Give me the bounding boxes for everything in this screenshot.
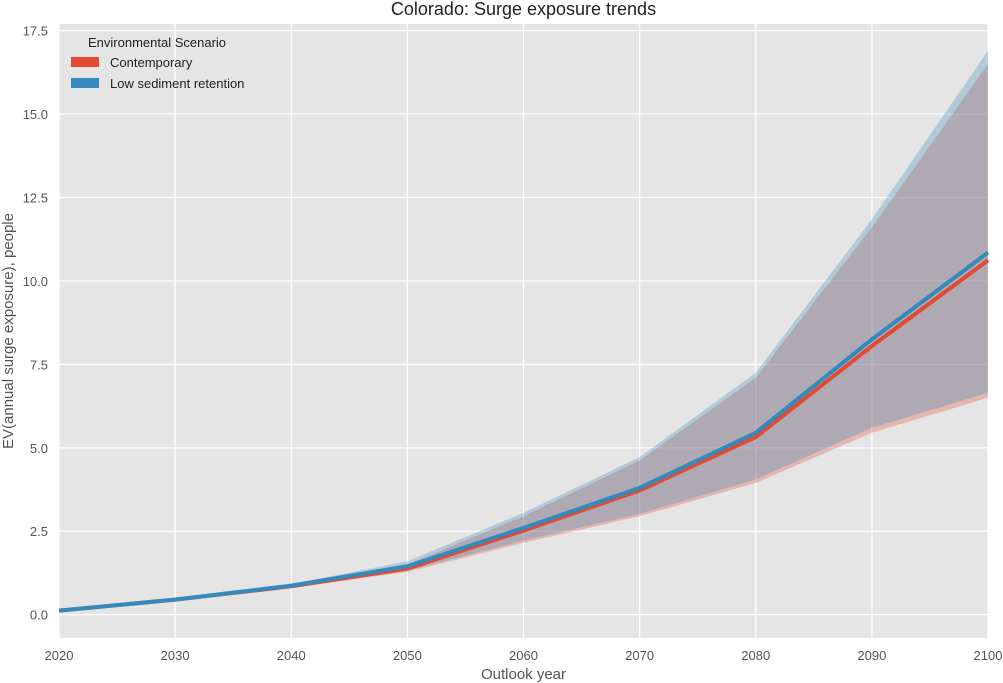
x-tick-label: 2040: [277, 648, 306, 663]
y-tick-label: 2.5: [30, 524, 48, 539]
legend: Environmental Scenario Contemporary Low s…: [71, 35, 244, 91]
x-tick-label: 2050: [393, 648, 422, 663]
legend-swatch: [71, 57, 99, 67]
legend-label: Low sediment retention: [110, 76, 244, 91]
y-tick-label: 12.5: [23, 191, 48, 206]
legend-label: Contemporary: [110, 55, 193, 70]
y-tick-label: 5.0: [30, 441, 48, 456]
y-tick-label: 7.5: [30, 357, 48, 372]
legend-title: Environmental Scenario: [88, 35, 226, 50]
series-lines: [58, 250, 990, 613]
y-tick-label: 0.0: [30, 608, 48, 623]
y-tick-label: 17.5: [23, 24, 48, 39]
y-axis-ticks: 0.0 2.5 5.0 7.5 10.0 12.5 15.0 17.5: [23, 24, 48, 623]
x-tick-label: 2080: [741, 648, 770, 663]
x-tick-label: 2070: [625, 648, 654, 663]
x-tick-label: 2060: [509, 648, 538, 663]
x-tick-label: 2030: [161, 648, 190, 663]
y-tick-label: 15.0: [23, 107, 48, 122]
x-tick-label: 2020: [45, 648, 74, 663]
legend-swatch: [71, 78, 99, 88]
y-axis-label: EV(annual surge exposure), people: [0, 213, 17, 449]
x-axis-ticks: 2020 2030 2040 2050 2060 2070 2080 2090 2100: [45, 648, 1003, 663]
x-tick-label: 2090: [857, 648, 886, 663]
band-series-0: [59, 64, 988, 612]
x-axis-label: Outlook year: [481, 666, 566, 683]
x-tick-label: 2100: [974, 648, 1003, 663]
y-tick-label: 10.0: [23, 274, 48, 289]
line-series-1: [58, 250, 990, 613]
confidence-bands: [59, 50, 988, 612]
chart-title: Colorado: Surge exposure trends: [391, 0, 656, 19]
band-series-1: [59, 50, 988, 612]
